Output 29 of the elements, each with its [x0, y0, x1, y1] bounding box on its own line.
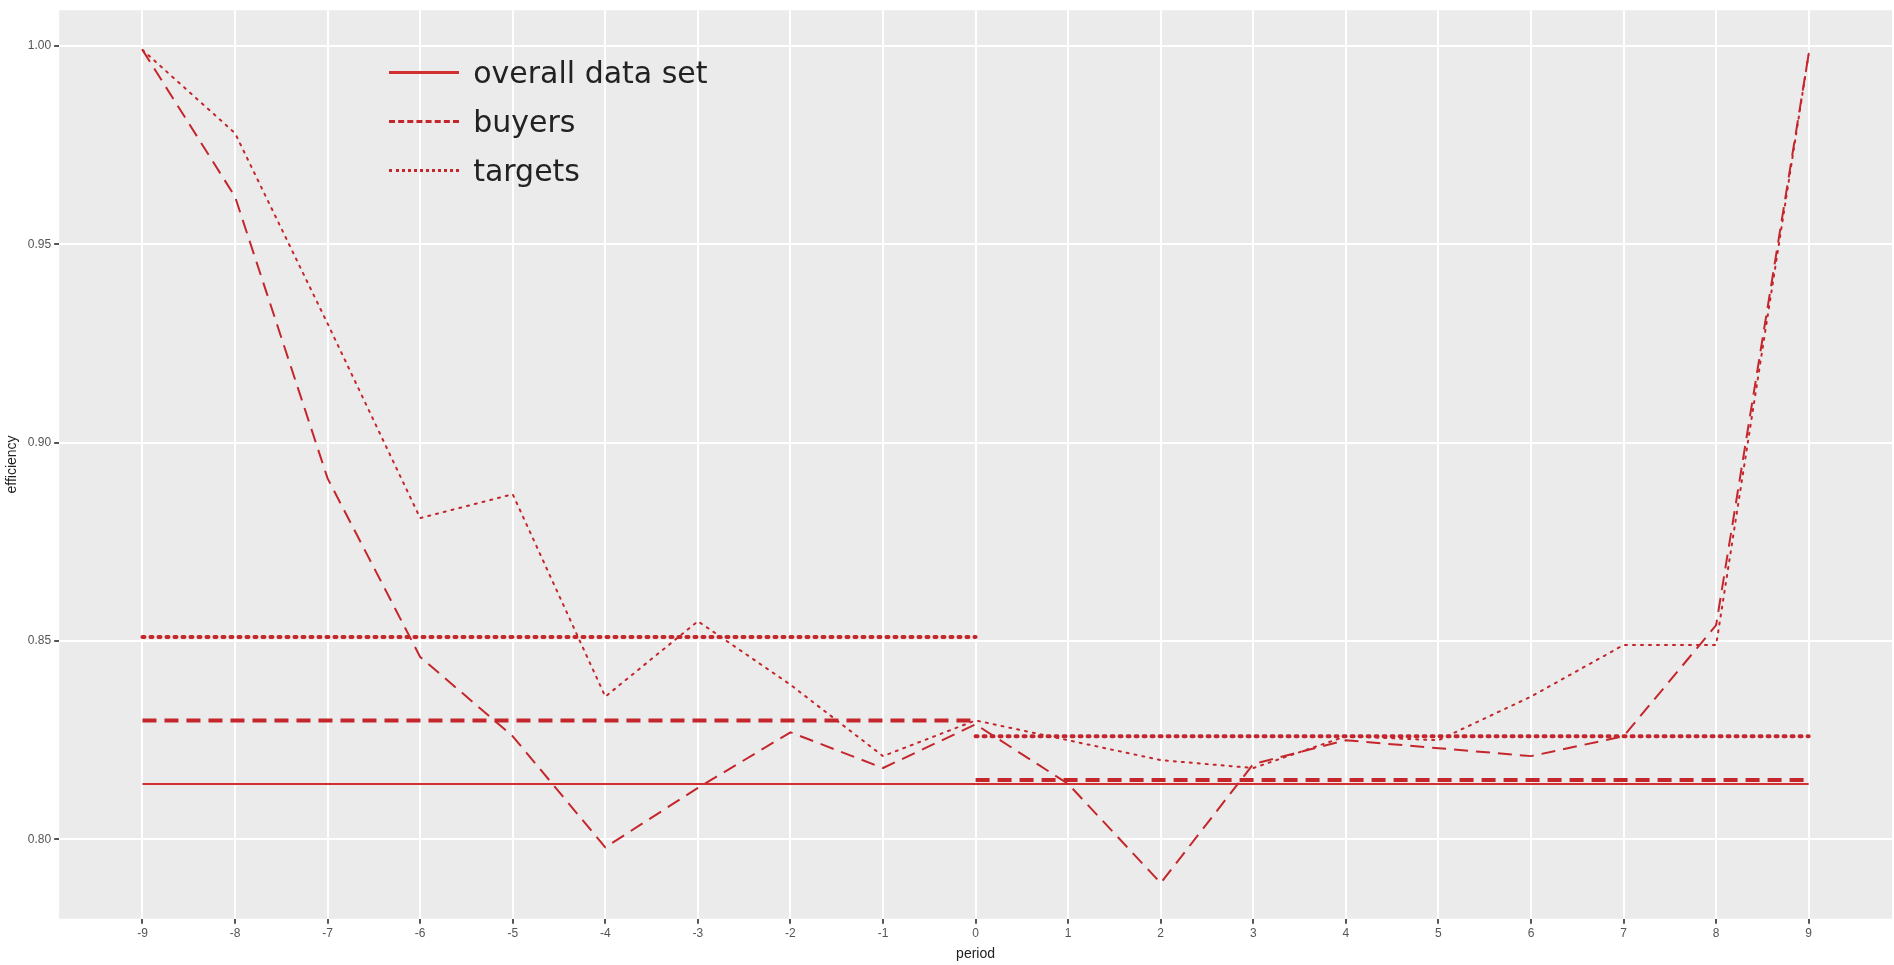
x-tick-label: -3: [692, 926, 704, 941]
x-tick-label: 4: [1342, 926, 1350, 941]
x-tick-label: 9: [1805, 926, 1813, 941]
x-tick-label: -6: [414, 926, 426, 941]
y-tick-label: 0.90: [27, 434, 52, 449]
y-tick-label: 0.95: [27, 236, 52, 251]
x-tick-label: -7: [322, 926, 334, 941]
x-tick-label: 1: [1064, 926, 1072, 941]
x-axis-title: period: [956, 945, 996, 962]
x-tick-label: -8: [229, 926, 241, 941]
legend-label: targets: [473, 153, 581, 189]
y-tick-label: 1.00: [27, 38, 52, 53]
x-tick-label: -9: [137, 926, 149, 941]
legend-label: overall data set: [473, 55, 708, 91]
x-tick-label: 6: [1527, 926, 1535, 941]
x-tick-label: -5: [507, 926, 519, 941]
x-tick-label: 7: [1620, 926, 1628, 941]
y-tick-label: 0.80: [27, 831, 52, 846]
x-tick-label: -1: [877, 926, 889, 941]
x-tick-label: 8: [1712, 926, 1720, 941]
y-tick-label: 0.85: [27, 633, 52, 648]
x-tick-label: 3: [1249, 926, 1257, 941]
x-tick-label: 0: [972, 926, 980, 941]
x-tick-label: -4: [599, 926, 611, 941]
x-tick-label: 2: [1157, 926, 1165, 941]
y-axis-title: efficiency: [3, 435, 20, 494]
x-tick-label: -2: [785, 926, 797, 941]
legend-label: buyers: [473, 104, 577, 140]
x-tick-label: 5: [1435, 926, 1443, 941]
